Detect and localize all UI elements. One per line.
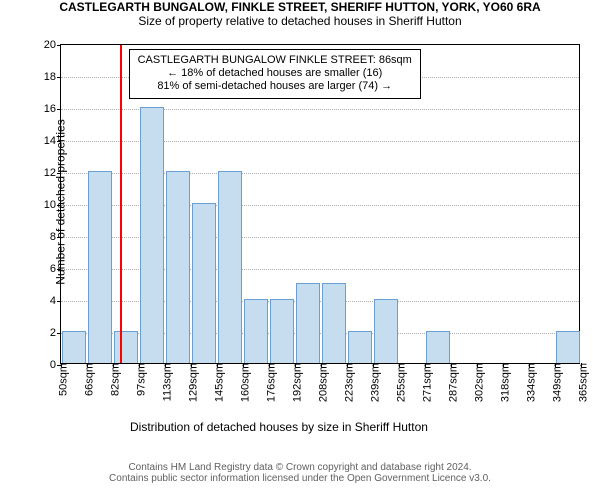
x-tick-label: 334sqm [521,363,538,402]
y-tick-label: 2 [50,327,61,339]
chart-subtitle: Size of property relative to detached ho… [0,14,600,28]
x-tick-label: 66sqm [79,363,96,396]
x-tick-label: 145sqm [209,363,226,402]
histogram-bar [270,299,294,363]
annotation-line: CASTLEGARTH BUNGALOW FINKLE STREET: 86sq… [138,54,412,67]
x-tick-label: 255sqm [391,363,408,402]
x-tick-label: 208sqm [313,363,330,402]
x-tick-label: 50sqm [53,363,70,396]
gridline [61,237,579,238]
histogram-bar [166,171,190,363]
y-axis-label: Number of detached properties [54,119,68,284]
x-tick-label: 129sqm [183,363,200,402]
x-tick-label: 176sqm [261,363,278,402]
annotation-line: 81% of semi-detached houses are larger (… [138,80,412,93]
x-tick-label: 97sqm [131,363,148,396]
histogram-bar [322,283,346,363]
histogram-bar [218,171,242,363]
gridline [61,205,579,206]
plot-area: 0246810121416182050sqm66sqm82sqm97sqm113… [60,44,580,364]
chart-title: CASTLEGARTH BUNGALOW, FINKLE STREET, SHE… [0,0,600,14]
x-axis-label: Distribution of detached houses by size … [130,420,428,434]
gridline [61,173,579,174]
x-tick-label: 271sqm [417,363,434,402]
x-tick-label: 160sqm [235,363,252,402]
x-tick-label: 349sqm [547,363,564,402]
x-tick-label: 113sqm [157,363,174,401]
histogram-bar [88,171,112,363]
histogram-bar [556,331,580,363]
property-marker-line [120,45,122,363]
x-tick-label: 192sqm [287,363,304,402]
gridline [61,109,579,110]
histogram-bar [140,107,164,363]
x-tick-label: 365sqm [573,363,590,402]
histogram-bar [62,331,86,363]
histogram-bar [348,331,372,363]
x-tick-label: 287sqm [443,363,460,402]
x-tick-label: 318sqm [495,363,512,402]
footer-line-1: Contains HM Land Registry data © Crown c… [80,462,520,473]
annotation-box: CASTLEGARTH BUNGALOW FINKLE STREET: 86sq… [129,49,421,99]
footer: Contains HM Land Registry data © Crown c… [80,462,520,484]
gridline [61,301,579,302]
gridline [61,333,579,334]
x-tick-label: 223sqm [339,363,356,402]
y-tick-label: 18 [44,71,61,83]
histogram-bar [426,331,450,363]
histogram-bar [296,283,320,363]
x-tick-label: 82sqm [105,363,122,396]
footer-line-2: Contains public sector information licen… [80,473,520,484]
gridline [61,141,579,142]
histogram-bar [114,331,138,363]
y-tick-label: 4 [50,295,61,307]
annotation-line: ← 18% of detached houses are smaller (16… [138,67,412,80]
histogram-bar [244,299,268,363]
gridline [61,269,579,270]
y-tick-label: 16 [44,103,61,115]
x-tick-label: 239sqm [365,363,382,402]
x-tick-label: 302sqm [469,363,486,402]
histogram-bar [374,299,398,363]
y-tick-label: 20 [44,39,61,51]
histogram-bar [192,203,216,363]
